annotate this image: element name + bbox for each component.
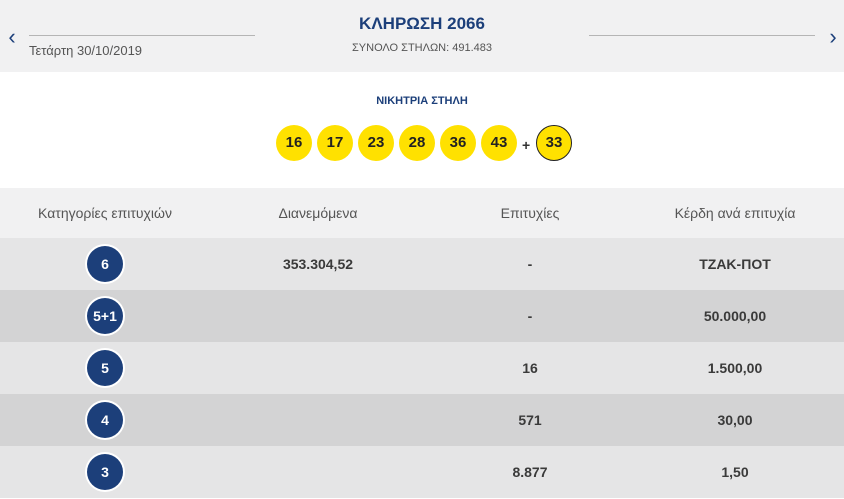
distributed-cell: 353.304,52: [282, 256, 354, 272]
chevron-left-icon[interactable]: ‹: [8, 24, 16, 49]
distributed-cell: [228, 342, 408, 394]
divider-left: [29, 35, 255, 36]
category-badge: 4: [87, 402, 123, 438]
winners-cell: -: [527, 308, 533, 324]
winners-cell: -: [527, 256, 533, 272]
number-ball: 28: [399, 125, 435, 161]
header-distributed: Διανεμόμενα: [278, 205, 358, 221]
distributed-cell: [228, 290, 408, 342]
category-badge: 5: [87, 350, 123, 386]
table-row: 4 571 30,00: [0, 394, 844, 446]
table-row: 5 16 1.500,00: [0, 342, 844, 394]
draw-header: ‹ Τετάρτη 30/10/2019 ΚΛΗΡΩΣΗ 2066 ΣΥΝΟΛΟ…: [0, 0, 844, 72]
number-ball: 23: [358, 125, 394, 161]
table-row: 6 353.304,52 - ΤΖΑΚ-ΠΟΤ: [0, 238, 844, 290]
winners-cell: 16: [522, 360, 538, 376]
category-badge: 6: [87, 246, 123, 282]
header-categories: Κατηγορίες επιτυχιών: [38, 205, 172, 221]
winning-column-label: ΝΙΚΗΤΡΙΑ ΣΤΗΛΗ: [376, 95, 468, 107]
category-badge: 3: [87, 454, 123, 490]
chevron-right-icon[interactable]: ›: [829, 24, 837, 49]
winners-cell: 571: [518, 412, 542, 428]
header-winners: Επιτυχίες: [500, 205, 560, 221]
number-ball: 16: [276, 125, 312, 161]
distributed-cell: [228, 446, 408, 498]
winners-cell: 8.877: [512, 464, 548, 480]
divider-right: [589, 35, 815, 36]
table-row: 5+1 - 50.000,00: [0, 290, 844, 342]
prize-cell: 30,00: [717, 412, 753, 428]
plus-sign: +: [522, 137, 531, 153]
number-ball: 36: [440, 125, 476, 161]
prize-cell: 1,50: [721, 464, 749, 480]
columns-total: ΣΥΝΟΛΟ ΣΤΗΛΩΝ: 491.483: [351, 42, 493, 54]
category-badge: 5+1: [87, 298, 123, 334]
bonus-ball: 33: [536, 125, 572, 161]
prize-cell: ΤΖΑΚ-ΠΟΤ: [699, 256, 771, 272]
header-prize-per-winner: Κέρδη ανά επιτυχία: [674, 205, 796, 221]
draw-title: ΚΛΗΡΩΣΗ 2066: [359, 14, 485, 33]
prize-cell: 50.000,00: [703, 308, 767, 324]
number-ball: 17: [317, 125, 353, 161]
prize-cell: 1.500,00: [707, 360, 763, 376]
distributed-cell: [228, 394, 408, 446]
table-row: 3 8.877 1,50: [0, 446, 844, 498]
draw-date: Τετάρτη 30/10/2019: [29, 43, 143, 58]
table-header: Κατηγορίες επιτυχιών Διανεμόμενα Επιτυχί…: [0, 188, 844, 238]
number-ball: 43: [481, 125, 517, 161]
